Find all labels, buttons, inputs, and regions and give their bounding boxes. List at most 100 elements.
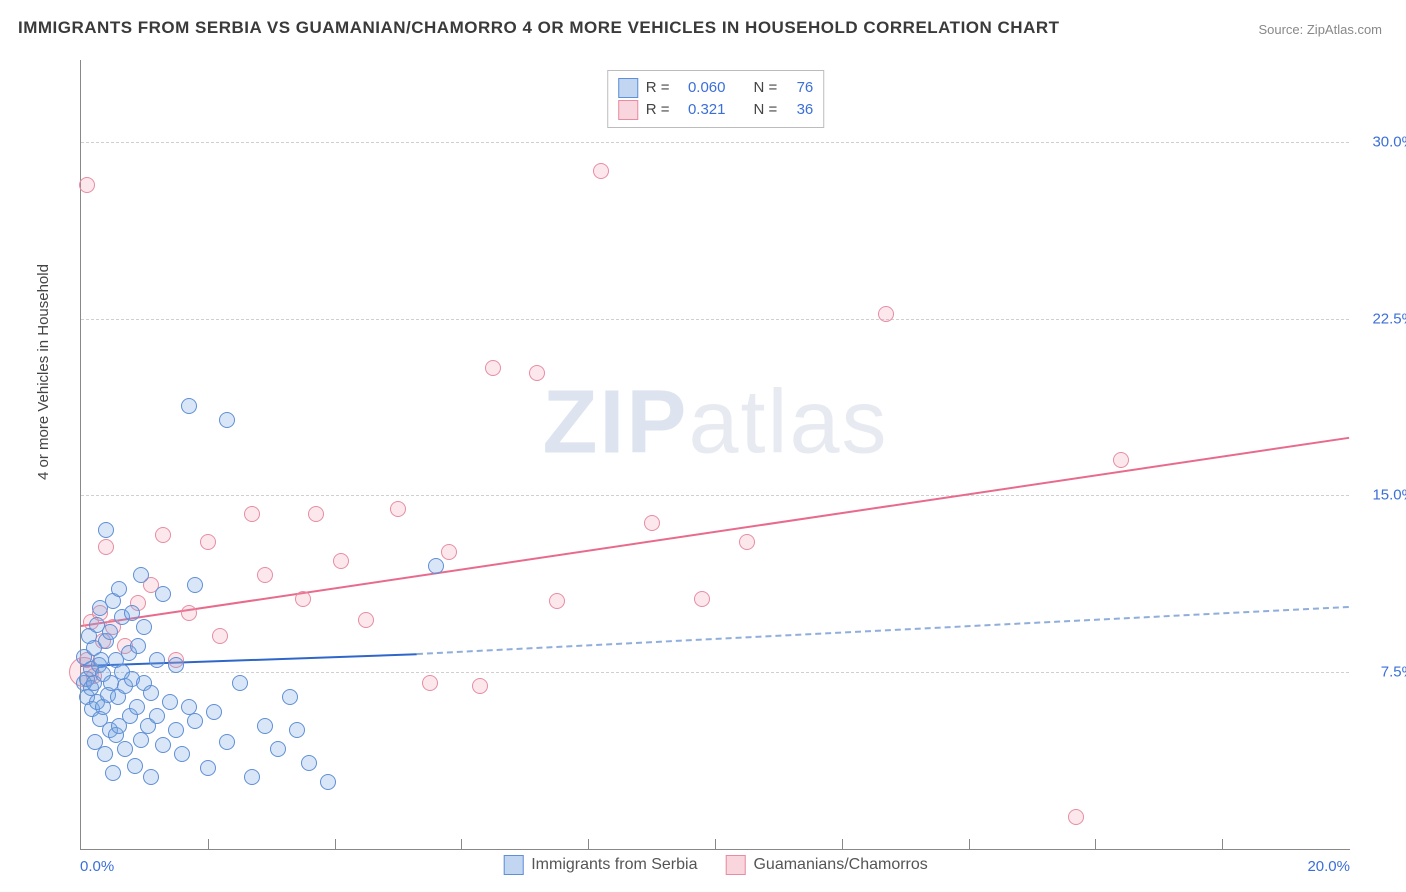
stats-r-value: 0.060 bbox=[678, 77, 726, 99]
x-axis-tick-origin: 0.0% bbox=[80, 858, 114, 875]
square-swatch-icon bbox=[618, 78, 638, 98]
legend-label: Guamanians/Chamorros bbox=[753, 856, 927, 874]
x-axis-tick-max: 20.0% bbox=[1307, 858, 1350, 875]
scatter-point bbox=[200, 760, 216, 776]
x-axis-minor-tick bbox=[208, 839, 209, 849]
stats-box: R = 0.060 N = 76 R = 0.321 N = 36 bbox=[607, 70, 825, 128]
stats-n-label: N = bbox=[754, 77, 778, 99]
scatter-point bbox=[149, 708, 165, 724]
scatter-point bbox=[181, 605, 197, 621]
scatter-point bbox=[206, 704, 222, 720]
scatter-point bbox=[162, 694, 178, 710]
gridline bbox=[81, 495, 1349, 496]
scatter-point bbox=[257, 718, 273, 734]
legend-item-pink: Guamanians/Chamorros bbox=[725, 855, 927, 875]
stats-row-blue: R = 0.060 N = 76 bbox=[618, 77, 814, 99]
square-swatch-icon bbox=[725, 855, 745, 875]
scatter-point bbox=[282, 689, 298, 705]
stats-n-value: 36 bbox=[785, 99, 813, 121]
chart-container: 4 or more Vehicles in Household ZIPatlas… bbox=[50, 50, 1360, 860]
scatter-point bbox=[136, 619, 152, 635]
scatter-point bbox=[390, 501, 406, 517]
scatter-point bbox=[97, 746, 113, 762]
scatter-point bbox=[270, 741, 286, 757]
scatter-point bbox=[105, 765, 121, 781]
scatter-point bbox=[529, 365, 545, 381]
stats-r-value: 0.321 bbox=[678, 99, 726, 121]
watermark-atlas: atlas bbox=[688, 372, 888, 472]
scatter-point bbox=[485, 360, 501, 376]
scatter-point bbox=[124, 605, 140, 621]
scatter-point bbox=[301, 755, 317, 771]
trend-line bbox=[81, 436, 1349, 626]
scatter-point bbox=[155, 586, 171, 602]
scatter-point bbox=[878, 306, 894, 322]
y-axis-tick: 15.0% bbox=[1355, 487, 1406, 504]
scatter-point bbox=[102, 624, 118, 640]
x-axis-minor-tick bbox=[588, 839, 589, 849]
plot-area: ZIPatlas R = 0.060 N = 76 R = 0.321 N = … bbox=[80, 60, 1350, 850]
scatter-point bbox=[143, 685, 159, 701]
scatter-point bbox=[130, 638, 146, 654]
scatter-point bbox=[168, 657, 184, 673]
scatter-point bbox=[117, 741, 133, 757]
scatter-point bbox=[694, 591, 710, 607]
stats-n-label: N = bbox=[754, 99, 778, 121]
trend-line bbox=[417, 606, 1349, 655]
stats-n-value: 76 bbox=[785, 77, 813, 99]
scatter-point bbox=[187, 577, 203, 593]
scatter-point bbox=[244, 769, 260, 785]
stats-row-pink: R = 0.321 N = 36 bbox=[618, 99, 814, 121]
y-axis-tick: 7.5% bbox=[1355, 663, 1406, 680]
scatter-point bbox=[428, 558, 444, 574]
scatter-point bbox=[295, 591, 311, 607]
square-swatch-icon bbox=[503, 855, 523, 875]
scatter-point bbox=[472, 678, 488, 694]
gridline bbox=[81, 672, 1349, 673]
gridline bbox=[81, 142, 1349, 143]
y-axis-tick: 30.0% bbox=[1355, 134, 1406, 151]
scatter-point bbox=[155, 527, 171, 543]
scatter-point bbox=[219, 412, 235, 428]
scatter-point bbox=[174, 746, 190, 762]
gridline bbox=[81, 319, 1349, 320]
scatter-point bbox=[200, 534, 216, 550]
x-axis-minor-tick bbox=[842, 839, 843, 849]
x-axis-minor-tick bbox=[1222, 839, 1223, 849]
scatter-point bbox=[289, 722, 305, 738]
scatter-point bbox=[133, 732, 149, 748]
x-axis-minor-tick bbox=[715, 839, 716, 849]
y-axis-label: 4 or more Vehicles in Household bbox=[35, 264, 52, 480]
scatter-point bbox=[644, 515, 660, 531]
scatter-point bbox=[187, 713, 203, 729]
scatter-point bbox=[127, 758, 143, 774]
scatter-point bbox=[739, 534, 755, 550]
scatter-point bbox=[1068, 809, 1084, 825]
scatter-point bbox=[358, 612, 374, 628]
scatter-point bbox=[593, 163, 609, 179]
scatter-point bbox=[133, 567, 149, 583]
scatter-point bbox=[155, 737, 171, 753]
watermark: ZIPatlas bbox=[542, 371, 888, 474]
scatter-point bbox=[181, 398, 197, 414]
scatter-point bbox=[111, 581, 127, 597]
chart-title: IMMIGRANTS FROM SERBIA VS GUAMANIAN/CHAM… bbox=[18, 18, 1060, 38]
scatter-point bbox=[212, 628, 228, 644]
scatter-point bbox=[244, 506, 260, 522]
stats-r-label: R = bbox=[646, 77, 670, 99]
scatter-point bbox=[549, 593, 565, 609]
scatter-point bbox=[98, 522, 114, 538]
scatter-point bbox=[320, 774, 336, 790]
scatter-point bbox=[333, 553, 349, 569]
scatter-point bbox=[98, 539, 114, 555]
scatter-point bbox=[257, 567, 273, 583]
x-axis-minor-tick bbox=[1095, 839, 1096, 849]
scatter-point bbox=[1113, 452, 1129, 468]
x-axis-minor-tick bbox=[969, 839, 970, 849]
legend-item-blue: Immigrants from Serbia bbox=[503, 855, 697, 875]
scatter-point bbox=[143, 769, 159, 785]
scatter-point bbox=[129, 699, 145, 715]
scatter-point bbox=[441, 544, 457, 560]
legend: Immigrants from Serbia Guamanians/Chamor… bbox=[503, 855, 928, 875]
scatter-point bbox=[168, 722, 184, 738]
